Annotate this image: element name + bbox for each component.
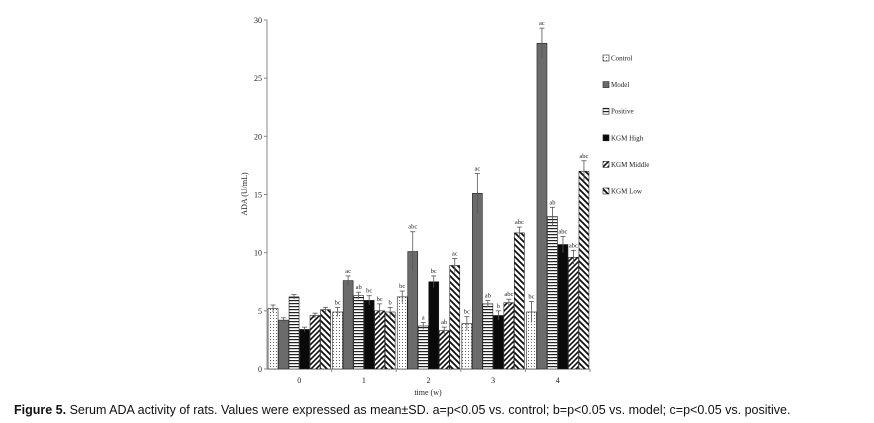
- x-tick-label: 4: [556, 376, 560, 385]
- significance-label: bc: [431, 268, 437, 275]
- bar-control: [267, 308, 279, 370]
- legend-label: KGM Middle: [611, 161, 649, 169]
- significance-label: ac: [539, 20, 545, 27]
- y-tick-label: 20: [254, 132, 262, 141]
- significance-label: ac: [345, 268, 351, 275]
- legend-label: KGM Low: [611, 188, 643, 196]
- bar-kgm-middle: [438, 330, 450, 370]
- bar-model: [472, 193, 483, 370]
- y-tick-label: 0: [258, 365, 262, 374]
- caption-text: Serum ADA activity of rats. Values were …: [66, 403, 791, 417]
- bar-model: [342, 280, 354, 370]
- bar-kgm-middle: [568, 257, 579, 370]
- significance-label: a: [422, 314, 425, 321]
- bar-kgm-low: [578, 170, 590, 370]
- ada-bar-chart: ADA (U/mL) time (w) 0 5 10 15 20 25 30 0 1 2 3 4 b…: [240, 16, 649, 397]
- legend-swatch: [602, 134, 610, 142]
- legend-label: Model: [611, 81, 629, 89]
- caption-label: Figure 5.: [14, 403, 67, 417]
- y-tick-label: 10: [254, 249, 262, 258]
- bar-kgm-middle: [309, 315, 321, 370]
- bar-kgm-high: [299, 329, 310, 370]
- legend-swatch: [602, 81, 610, 88]
- bar-kgm-middle: [503, 302, 515, 370]
- legend-swatch: [602, 187, 610, 195]
- significance-label: bc: [335, 299, 341, 306]
- significance-label: abc: [579, 153, 588, 160]
- significance-label: abc: [504, 291, 513, 298]
- significance-label: abc: [515, 219, 524, 226]
- bar-kgm-high: [493, 315, 504, 370]
- x-axis-label: time (w): [414, 388, 442, 397]
- legend-swatch: [602, 107, 610, 115]
- significance-label: bc: [528, 294, 534, 301]
- significance-label: b: [497, 303, 500, 310]
- significance-label: bc: [399, 283, 405, 290]
- legend-label: Positive: [611, 108, 634, 116]
- bar-kgm-low: [384, 311, 396, 370]
- bar-kgm-high: [557, 244, 569, 370]
- bar-kgm-low: [514, 232, 525, 370]
- legend-swatch: [602, 54, 610, 62]
- bar-kgm-high: [428, 281, 440, 370]
- bar-positive: [417, 325, 429, 370]
- bar-kgm-middle: [374, 310, 385, 370]
- bar-model: [278, 319, 289, 370]
- legend-label: Control: [611, 55, 632, 63]
- figure-caption: Figure 5. Serum ADA activity of rats. Va…: [14, 403, 874, 417]
- significance-label: ab: [549, 199, 555, 206]
- x-tick-label: 0: [297, 376, 301, 385]
- significance-label: b: [389, 299, 392, 306]
- significance-label: abc: [558, 228, 567, 235]
- bar-positive: [482, 303, 494, 370]
- y-tick-label: 5: [258, 307, 262, 316]
- significance-label: ac: [452, 250, 458, 257]
- y-tick-label: 15: [254, 191, 262, 200]
- bar-control: [396, 296, 408, 370]
- x-tick-label: 2: [427, 376, 431, 385]
- significance-label: ab: [441, 319, 447, 326]
- significance-label: bc: [377, 296, 383, 303]
- significance-label: abc: [569, 242, 578, 249]
- bar-kgm-low: [320, 309, 331, 370]
- bar-kgm-low: [449, 265, 461, 370]
- bar-positive: [288, 296, 300, 370]
- legend-label: KGM High: [611, 134, 644, 142]
- significance-label: bc: [366, 288, 372, 295]
- significance-label: ab: [485, 292, 491, 299]
- y-axis-label: ADA (U/mL): [240, 172, 249, 216]
- significance-label: abc: [408, 224, 417, 231]
- legend-swatch: [602, 161, 610, 168]
- significance-label: bc: [464, 309, 470, 316]
- bar-kgm-high: [363, 300, 375, 370]
- x-tick-label: 1: [362, 376, 366, 385]
- bar-model: [536, 42, 548, 370]
- bar-positive: [353, 295, 364, 370]
- significance-label: ab: [356, 284, 362, 291]
- bar-control: [332, 311, 343, 370]
- y-tick-label: 25: [254, 74, 262, 83]
- y-tick-label: 30: [254, 16, 262, 25]
- x-tick-label: 3: [491, 376, 495, 385]
- significance-label: ac: [474, 166, 480, 173]
- bar-positive: [547, 216, 558, 370]
